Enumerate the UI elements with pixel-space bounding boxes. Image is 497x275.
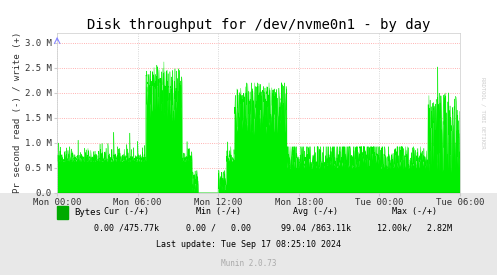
Text: 12.00k/   2.82M: 12.00k/ 2.82M: [378, 223, 452, 232]
Text: RRDTOOL / TOBI OETIKER: RRDTOOL / TOBI OETIKER: [481, 77, 486, 148]
Text: Last update: Tue Sep 17 08:25:10 2024: Last update: Tue Sep 17 08:25:10 2024: [156, 240, 341, 249]
Text: Cur (-/+): Cur (-/+): [104, 207, 149, 216]
Text: 0.00 /   0.00: 0.00 / 0.00: [186, 223, 251, 232]
Text: 99.04 /863.11k: 99.04 /863.11k: [281, 223, 350, 232]
Text: Avg (-/+): Avg (-/+): [293, 207, 338, 216]
Text: Max (-/+): Max (-/+): [393, 207, 437, 216]
Text: Bytes: Bytes: [74, 208, 101, 217]
Y-axis label: Pr second read (-) / write (+): Pr second read (-) / write (+): [13, 32, 22, 193]
Title: Disk throughput for /dev/nvme0n1 - by day: Disk throughput for /dev/nvme0n1 - by da…: [87, 18, 430, 32]
Text: Munin 2.0.73: Munin 2.0.73: [221, 259, 276, 268]
Text: Min (-/+): Min (-/+): [196, 207, 241, 216]
Text: 0.00 /475.77k: 0.00 /475.77k: [94, 223, 159, 232]
